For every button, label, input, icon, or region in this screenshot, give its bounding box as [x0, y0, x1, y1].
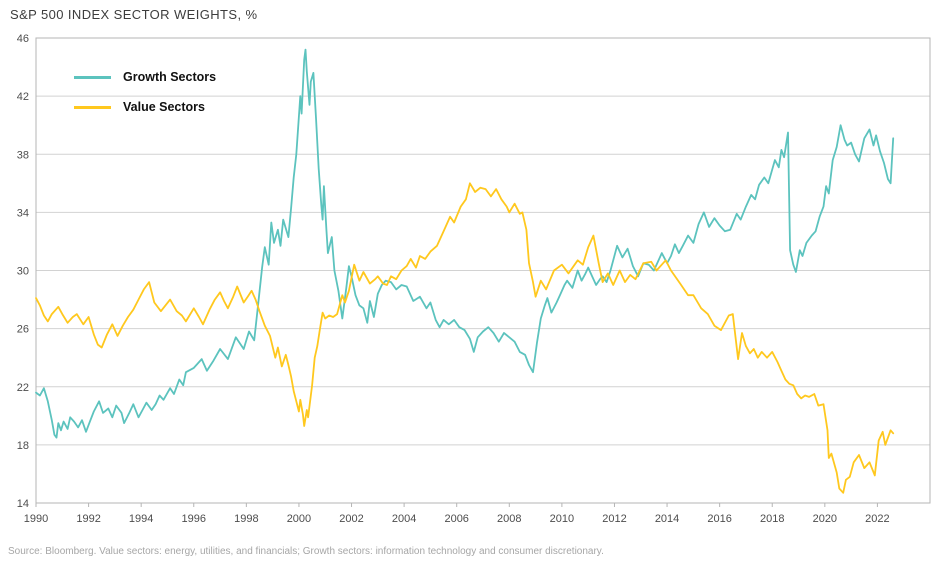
x-tick-label-2022: 2022: [865, 513, 889, 525]
y-axis-labels: 46 42 38 34 30 26 22 18 14: [17, 33, 29, 510]
y-tick-label-46: 46: [17, 33, 29, 45]
x-tick-label-2006: 2006: [444, 513, 468, 525]
x-tick-label-2010: 2010: [550, 513, 574, 525]
plot-border-rect: [35, 37, 931, 504]
legend-label-growth: Growth Sectors: [120, 69, 220, 85]
x-tick-label-2012: 2012: [602, 513, 626, 525]
y-tick-label-34: 34: [17, 207, 29, 219]
x-tick-label-2018: 2018: [760, 513, 784, 525]
x-tick-label-1994: 1994: [129, 513, 153, 525]
growth-sectors-line: [35, 48, 895, 439]
legend-item-value-sectors: Value Sectors: [74, 92, 219, 122]
y-tick-label-18: 18: [17, 440, 29, 452]
value-sectors-line: [35, 182, 895, 494]
x-tick-label-2004: 2004: [392, 513, 416, 525]
x-tick-label-1990: 1990: [24, 513, 48, 525]
source-note: Source: Bloomberg. Value sectors: energy…: [8, 546, 604, 557]
legend: Growth Sectors Value Sectors: [74, 62, 220, 122]
value-line-swatch: [74, 105, 111, 109]
x-tick-label-2020: 2020: [813, 513, 837, 525]
x-tick-label-2008: 2008: [497, 513, 521, 525]
y-tick-label-14: 14: [17, 498, 29, 510]
y-tick-label-42: 42: [17, 91, 29, 103]
x-tick-label-2002: 2002: [339, 513, 363, 525]
data-series-lines: [35, 48, 895, 494]
y-tick-label-30: 30: [17, 266, 29, 278]
x-tick-label-1998: 1998: [234, 513, 258, 525]
x-tick-label-1996: 1996: [182, 513, 206, 525]
y-tick-label-22: 22: [17, 382, 29, 394]
x-tick-label-2014: 2014: [655, 513, 679, 525]
y-gridlines: [36, 95, 930, 446]
y-tick-label-26: 26: [17, 324, 29, 336]
x-tick-label-2000: 2000: [287, 513, 311, 525]
legend-label-value: Value Sectors: [120, 99, 208, 115]
legend-item-growth-sectors: Growth Sectors: [74, 62, 220, 92]
x-axis-ticks: [35, 503, 878, 507]
plot-border: [35, 37, 931, 504]
x-axis-labels: 1990 1992 1994 1996 1998 2000 2002 2004 2006 2008…: [24, 513, 890, 525]
page-title: S&P 500 INDEX SECTOR WEIGHTS, %: [10, 7, 258, 22]
x-tick-label-1992: 1992: [76, 513, 100, 525]
growth-line-swatch: [74, 75, 111, 79]
y-tick-label-38: 38: [17, 149, 29, 161]
x-tick-label-2016: 2016: [707, 513, 731, 525]
